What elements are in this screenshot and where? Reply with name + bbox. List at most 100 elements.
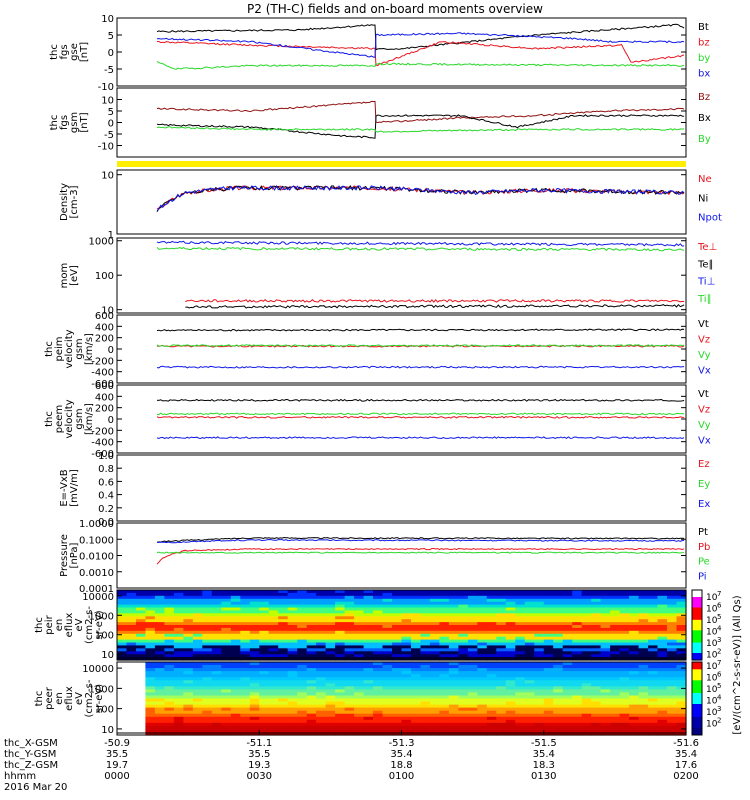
spectrogram-cell (411, 590, 422, 594)
spectrogram-cell (591, 622, 602, 626)
spectrogram-cell (382, 719, 393, 724)
spectrogram-cell (448, 725, 459, 730)
spectrogram-cell (505, 701, 516, 706)
spectrogram-cell (117, 633, 128, 638)
spectrogram-cell (657, 616, 668, 620)
spectrogram-cell (306, 677, 317, 681)
x-tick-label: 17.6 (675, 760, 697, 771)
spectrogram-cell (411, 713, 422, 718)
spectrogram-cell (420, 719, 431, 724)
spectrogram-cell (183, 674, 194, 678)
spectrogram-cell (581, 592, 592, 597)
spectrogram-cell (467, 610, 478, 614)
spectrogram-cell (505, 657, 516, 661)
legend-entry-Pi: Pi (698, 571, 707, 582)
spectrogram-cell (202, 610, 213, 614)
spectrogram-cell (382, 725, 393, 730)
y-tick-label: 1000 (89, 237, 114, 248)
spectrogram-cell (392, 645, 403, 649)
spectrogram-cell (638, 622, 649, 626)
spectrogram-cell (392, 668, 403, 672)
spectrogram-cell (429, 642, 440, 646)
spectrogram-cell (335, 657, 346, 661)
spectrogram-cell (648, 680, 659, 684)
spectrogram-cell (411, 622, 422, 626)
spectrogram-cell (477, 630, 488, 635)
spectrogram-cell (278, 633, 289, 638)
spectrogram-cell (287, 654, 298, 658)
spectrogram-cell (429, 657, 440, 661)
colorbar-segment (692, 593, 702, 596)
spectrogram-cell (183, 689, 194, 693)
spectrogram-cell (145, 725, 156, 730)
spectrogram-cell (287, 704, 298, 709)
colorbar-segment (692, 635, 702, 638)
spectrogram-cell (638, 701, 649, 706)
spectrogram-cell (667, 622, 678, 626)
spectrogram-cell (382, 704, 393, 709)
spectrogram-cell (268, 651, 279, 655)
spectrogram-cell (638, 654, 649, 658)
spectrogram-cell (667, 592, 678, 597)
y-axis-label-line: [mV/m] (69, 469, 80, 507)
spectrogram-cell (401, 601, 412, 606)
spectrogram-cell (534, 698, 545, 703)
spectrogram-cell (610, 604, 621, 609)
spectrogram-cell (619, 630, 630, 635)
spectrogram-cell (145, 592, 156, 597)
spectrogram-cell (477, 648, 488, 652)
spectrogram-cell (211, 722, 222, 727)
spectrogram-cell (629, 677, 640, 681)
spectrogram-cell (534, 619, 545, 623)
spectrogram-cell (477, 725, 488, 730)
spectrogram-cell (164, 707, 175, 712)
spectrogram-cell (467, 654, 478, 658)
spectrogram-cell (401, 728, 412, 733)
spectrogram-cell (667, 642, 678, 646)
spectrogram-cell (467, 716, 478, 721)
spectrogram-cell (117, 595, 128, 600)
y-axis-label-line: eflux (64, 686, 75, 711)
spectrogram-cell (562, 710, 573, 715)
spectrogram-cell (126, 613, 137, 617)
spectrogram-cell (600, 651, 611, 655)
spectrogram-cell (173, 707, 184, 712)
spectrogram-cell (373, 619, 384, 623)
spectrogram-cell (145, 719, 156, 724)
spectrogram-cell (515, 607, 526, 611)
spectrogram-cell (259, 704, 270, 709)
spectrogram-cell (363, 622, 374, 626)
spectrogram-cell (448, 616, 459, 620)
spectrogram-cell (657, 648, 668, 652)
spectrogram-cell (600, 704, 611, 709)
spectrogram-cell (638, 598, 649, 603)
spectrogram-cell (638, 633, 649, 638)
spectrogram-cell (591, 601, 602, 606)
y-tick-label: 0.6 (98, 477, 114, 488)
spectrogram-cell (145, 645, 156, 649)
spectrogram-cell (278, 639, 289, 644)
colorbar-segment (692, 725, 702, 729)
spectrogram-cell (667, 674, 678, 678)
spectrogram-cell (373, 713, 384, 718)
spectrogram-cell (221, 592, 232, 597)
spectrogram-cell (581, 689, 592, 693)
spectrogram-cell (173, 613, 184, 617)
y-tick-label: 100 (95, 271, 114, 282)
spectrogram-cell (667, 633, 678, 638)
spectrogram-cell (230, 657, 241, 661)
spectrogram-cell (325, 619, 336, 623)
spectrogram-cell (363, 704, 374, 709)
spectrogram-cell (316, 710, 327, 715)
spectrogram-cell (221, 657, 232, 661)
spectrogram-cell (477, 716, 488, 721)
spectrogram-cell (249, 704, 260, 709)
spectrogram-cell (240, 701, 251, 706)
spectrogram-cell (221, 713, 232, 718)
x-tick-label: 35.4 (675, 749, 697, 760)
spectrogram-cell (553, 683, 564, 687)
spectrogram-cell (401, 590, 412, 594)
spectrogram-cell (183, 732, 194, 736)
spectrogram-cell (240, 668, 251, 672)
